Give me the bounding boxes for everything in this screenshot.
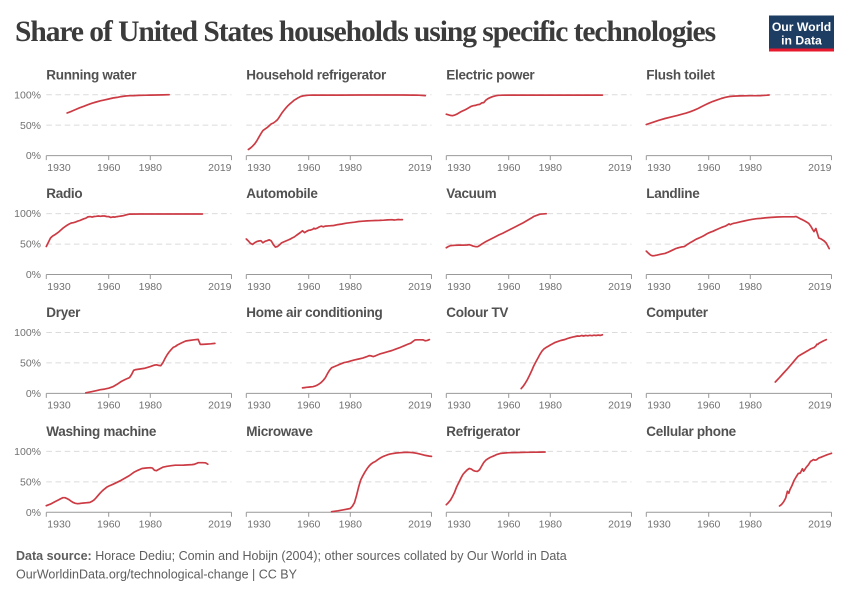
svg-text:1980: 1980 [339,519,363,531]
svg-text:1980: 1980 [139,281,163,293]
svg-text:0%: 0% [26,507,41,519]
svg-text:1960: 1960 [697,281,721,293]
svg-text:1930: 1930 [247,400,271,412]
svg-text:1980: 1980 [539,162,563,174]
svg-text:1960: 1960 [497,519,521,531]
svg-text:0%: 0% [26,269,41,281]
svg-text:1980: 1980 [139,519,163,531]
svg-text:1980: 1980 [339,162,363,174]
svg-text:0%: 0% [26,150,41,162]
svg-text:1960: 1960 [497,281,521,293]
svg-text:100%: 100% [14,446,41,458]
svg-text:2019: 2019 [208,519,232,531]
svg-text:1960: 1960 [97,162,121,174]
svg-text:1980: 1980 [339,400,363,412]
svg-text:Running water: Running water [46,67,137,82]
svg-text:50%: 50% [20,239,41,251]
svg-text:2019: 2019 [608,281,632,293]
svg-text:1930: 1930 [247,281,271,293]
svg-text:1930: 1930 [447,162,471,174]
svg-text:1930: 1930 [447,519,471,531]
svg-text:1930: 1930 [647,162,671,174]
svg-text:Radio: Radio [46,186,82,201]
svg-text:1960: 1960 [497,162,521,174]
svg-text:1980: 1980 [739,162,763,174]
svg-text:Computer: Computer [646,305,708,320]
svg-text:50%: 50% [20,120,41,132]
svg-text:Flush toilet: Flush toilet [646,67,715,82]
svg-text:1960: 1960 [97,519,121,531]
svg-text:2019: 2019 [408,162,432,174]
svg-text:2019: 2019 [208,162,232,174]
svg-text:1960: 1960 [697,400,721,412]
svg-text:100%: 100% [14,89,41,101]
svg-text:1930: 1930 [447,400,471,412]
svg-text:1930: 1930 [47,519,71,531]
svg-text:2019: 2019 [608,519,632,531]
svg-text:2019: 2019 [608,400,632,412]
svg-text:1930: 1930 [47,162,71,174]
svg-text:2019: 2019 [808,281,832,293]
svg-text:Cellular phone: Cellular phone [646,424,736,439]
svg-text:0%: 0% [26,388,41,400]
svg-text:50%: 50% [20,477,41,489]
svg-text:Refrigerator: Refrigerator [446,424,521,439]
svg-text:1930: 1930 [47,281,71,293]
svg-text:Landline: Landline [646,186,700,201]
svg-text:Home air conditioning: Home air conditioning [246,305,382,320]
svg-text:Automobile: Automobile [246,186,318,201]
svg-text:Share of United States househo: Share of United States households using … [15,16,716,48]
svg-text:1930: 1930 [47,400,71,412]
svg-text:2019: 2019 [408,519,432,531]
svg-text:1960: 1960 [497,400,521,412]
svg-text:1980: 1980 [739,400,763,412]
svg-text:Electric power: Electric power [446,67,535,82]
svg-text:Vacuum: Vacuum [446,186,496,201]
svg-text:2019: 2019 [208,281,232,293]
svg-text:1980: 1980 [539,281,563,293]
svg-text:1960: 1960 [97,281,121,293]
svg-text:1930: 1930 [447,281,471,293]
svg-text:1960: 1960 [97,400,121,412]
svg-text:Dryer: Dryer [46,305,81,320]
svg-text:Microwave: Microwave [246,424,313,439]
svg-text:1930: 1930 [247,162,271,174]
svg-text:1930: 1930 [647,281,671,293]
svg-text:2019: 2019 [608,162,632,174]
svg-text:100%: 100% [14,208,41,220]
svg-text:2019: 2019 [808,400,832,412]
svg-text:1930: 1930 [647,400,671,412]
svg-text:1980: 1980 [539,519,563,531]
svg-text:1980: 1980 [139,400,163,412]
svg-text:1980: 1980 [539,400,563,412]
svg-text:1930: 1930 [647,519,671,531]
svg-text:in Data: in Data [781,34,822,48]
svg-text:1980: 1980 [139,162,163,174]
svg-text:Our World: Our World [772,20,831,34]
svg-text:2019: 2019 [408,400,432,412]
svg-text:1960: 1960 [297,400,321,412]
svg-text:Colour TV: Colour TV [446,305,508,320]
svg-text:2019: 2019 [808,519,832,531]
svg-text:Data source: Horace Dediu; Com: Data source: Horace Dediu; Comin and Hob… [16,549,567,563]
svg-text:OurWorldinData.org/technologic: OurWorldinData.org/technological-change … [16,568,298,582]
svg-text:2019: 2019 [408,281,432,293]
svg-text:50%: 50% [20,358,41,370]
svg-text:2019: 2019 [808,162,832,174]
svg-text:1980: 1980 [739,519,763,531]
svg-text:1960: 1960 [697,162,721,174]
svg-text:1960: 1960 [297,162,321,174]
svg-text:1960: 1960 [697,519,721,531]
svg-text:2019: 2019 [208,400,232,412]
svg-text:Household refrigerator: Household refrigerator [246,67,387,82]
svg-text:1980: 1980 [739,281,763,293]
svg-text:Washing machine: Washing machine [46,424,157,439]
svg-text:100%: 100% [14,327,41,339]
svg-text:1930: 1930 [247,519,271,531]
svg-text:1960: 1960 [297,281,321,293]
svg-text:1960: 1960 [297,519,321,531]
svg-text:1980: 1980 [339,281,363,293]
